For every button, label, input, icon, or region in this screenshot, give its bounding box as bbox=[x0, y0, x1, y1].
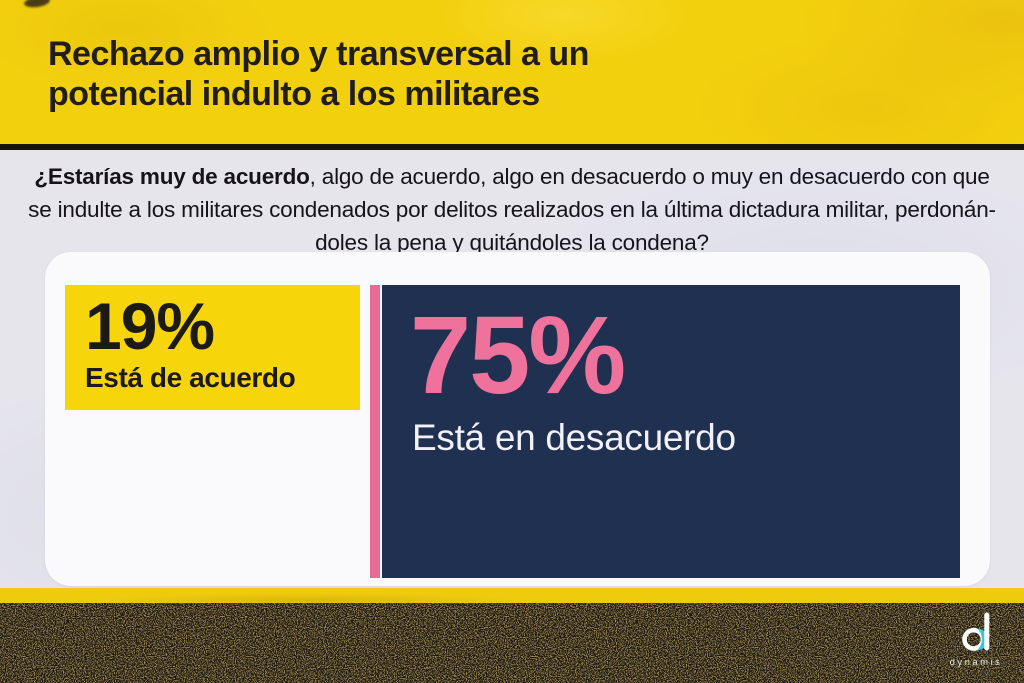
brand-name: dynamis bbox=[949, 657, 1003, 668]
title-line-2: potencial indulto a los militares bbox=[48, 75, 540, 113]
agree-block: 19% Está de acuerdo bbox=[65, 285, 360, 410]
survey-question: ¿Estarías muy de acuerdo, algo de acuerd… bbox=[12, 160, 1012, 259]
dynamis-logo-icon bbox=[962, 612, 990, 651]
question-line-2: se indulte a los militares condenados po… bbox=[28, 197, 996, 222]
agree-percentage: 19% bbox=[85, 289, 215, 363]
speckle-texture bbox=[0, 603, 1024, 683]
page-title: Rechazo amplio y transversal a un potenc… bbox=[48, 34, 589, 114]
question-line-1-rest: , algo de acuerdo, algo en desacuerdo o … bbox=[309, 164, 990, 189]
footer-band: dynamis bbox=[0, 603, 1024, 683]
header-band: Rechazo amplio y transversal a un potenc… bbox=[0, 0, 1024, 144]
header-divider bbox=[0, 144, 1024, 150]
question-line-3: doles la pena y quitándoles la condena? bbox=[315, 230, 709, 255]
title-line-1: Rechazo amplio y transversal a un bbox=[48, 35, 589, 73]
disagree-label: Está en desacuerdo bbox=[412, 417, 736, 458]
disagree-percentage: 75% bbox=[410, 294, 626, 417]
question-line-1: ¿Estarías muy de acuerdo, algo de acuerd… bbox=[12, 160, 1012, 193]
disagree-accent-bar bbox=[370, 285, 380, 578]
ink-smudge bbox=[23, 0, 51, 9]
results-card: 19% Está de acuerdo 75% Está en desacuer… bbox=[45, 252, 990, 586]
disagree-block: 75% Está en desacuerdo bbox=[382, 285, 960, 578]
brand-logo: dynamis bbox=[946, 609, 1006, 668]
agree-label: Está de acuerdo bbox=[85, 362, 296, 393]
yellow-strip bbox=[0, 588, 1024, 603]
question-bold-lead: ¿Estarías muy de acuerdo bbox=[34, 164, 310, 189]
survey-section: ¿Estarías muy de acuerdo, algo de acuerd… bbox=[0, 150, 1024, 602]
